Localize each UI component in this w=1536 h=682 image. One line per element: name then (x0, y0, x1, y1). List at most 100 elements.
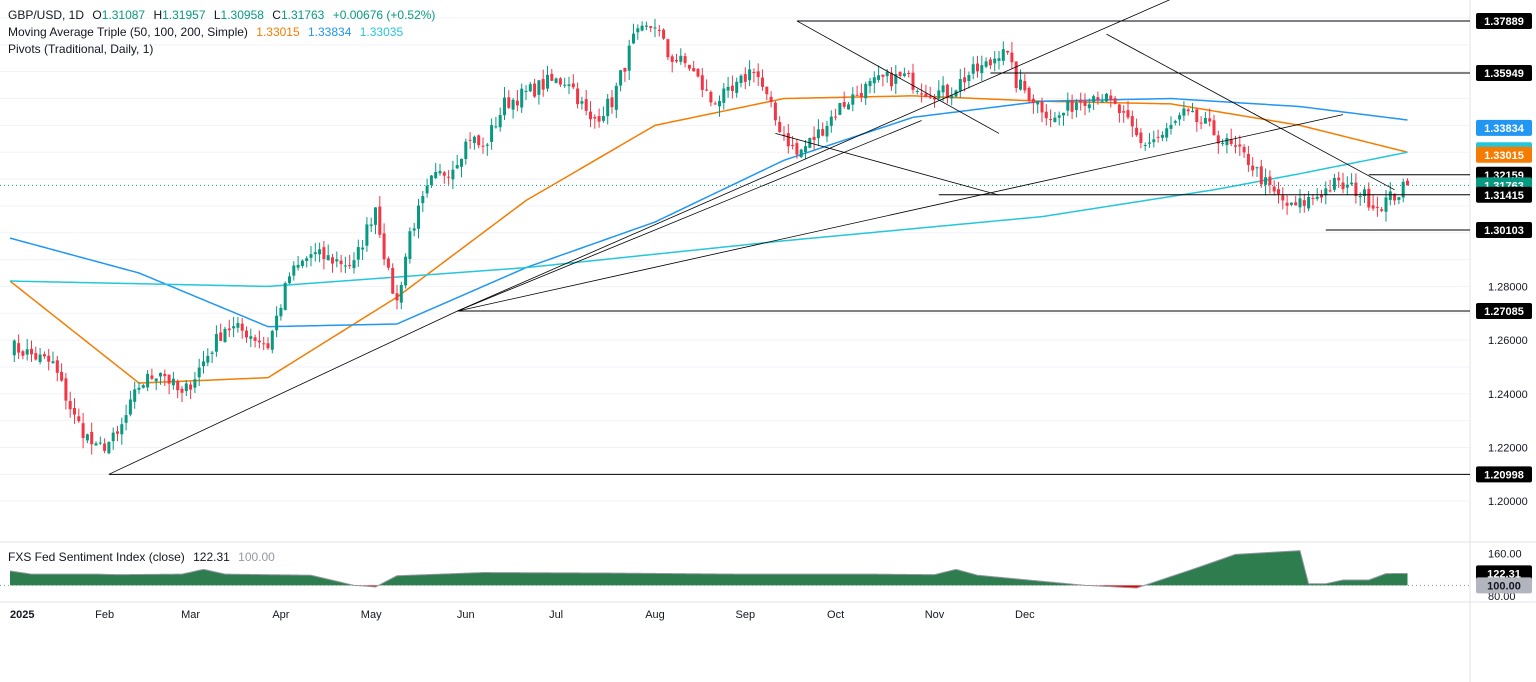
candle-body (623, 67, 627, 72)
candle-body (378, 206, 382, 235)
price-axis[interactable]: 80.00 160.00 1.20000 1.22000 1.24000 1.26000 1… (1476, 12, 1532, 603)
candle-body (124, 415, 128, 423)
ma-legend: Moving Average Triple (50, 100, 200, Sim… (8, 25, 408, 39)
candle-body (511, 99, 515, 110)
candle-body (266, 343, 270, 349)
candle-body (1117, 104, 1121, 113)
candle-body (223, 328, 227, 343)
candle-body (51, 361, 55, 364)
candle-body (829, 116, 833, 126)
time-label: Sep (736, 609, 756, 621)
candle-body (98, 442, 102, 444)
time-label: May (361, 609, 382, 621)
candle-body (945, 84, 949, 99)
time-label: Jul (549, 609, 563, 621)
candle-body (227, 328, 231, 331)
candle-body (730, 85, 734, 92)
candle-body (343, 265, 347, 267)
candle-body (1289, 202, 1293, 205)
candle-body (1109, 95, 1113, 100)
candle-body (890, 72, 893, 87)
candle-body (683, 56, 687, 64)
candle-body (361, 247, 365, 250)
candle-body (541, 79, 545, 90)
candle-body (632, 33, 635, 44)
candle-body (868, 80, 872, 87)
candle-body (976, 63, 979, 72)
price-tag (1476, 466, 1532, 483)
ohlc-high: H1.31957 (153, 8, 206, 22)
candle-body (743, 74, 747, 82)
candle-body (1328, 190, 1332, 192)
candle-body (963, 77, 967, 83)
candle-body (498, 115, 502, 128)
candle-body (1285, 202, 1289, 206)
candle-body (1191, 111, 1194, 113)
ohlc-change: +0.00676 (+0.52%) (332, 8, 436, 22)
candle-body (756, 71, 760, 78)
candle-body (679, 55, 683, 62)
candle-body (769, 96, 773, 103)
candle-body (64, 378, 68, 401)
candle-body (296, 264, 300, 268)
candle-body (219, 332, 223, 341)
candle-body (967, 75, 971, 81)
sentiment-area (0, 550, 1470, 589)
candle-body (1040, 101, 1044, 113)
candle-body (490, 125, 494, 142)
ma50-value: 1.33015 (256, 25, 300, 39)
candle-body (838, 102, 842, 115)
candle-body (795, 143, 799, 155)
candle-body (128, 399, 132, 415)
candle-body (821, 129, 825, 136)
price-tick: 1.26000 (1488, 335, 1528, 347)
candle-body (477, 135, 481, 146)
trendlines (0, 0, 1470, 475)
candle-body (1264, 177, 1268, 185)
candle-body (804, 146, 807, 153)
candle-body (610, 97, 614, 108)
candle-body (270, 331, 274, 350)
candle-body (885, 71, 889, 77)
candle-body (554, 78, 558, 83)
candle-body (1062, 112, 1065, 116)
indicator-legend: FXS Fed Sentiment Index (close) 122.31 1… (8, 550, 280, 564)
candle-body (1182, 108, 1186, 116)
price-tag-label: 1.30103 (1484, 225, 1524, 237)
candle-body (834, 116, 838, 118)
candle-body (571, 83, 575, 88)
candle-body (627, 45, 631, 71)
candle-body (356, 247, 360, 260)
candle-body (1212, 120, 1216, 136)
indicator-value: 122.31 (193, 550, 230, 564)
candle-body (1315, 196, 1319, 199)
candle-body (606, 98, 610, 117)
price-tick: 1.24000 (1488, 389, 1528, 401)
candle-body (503, 97, 506, 116)
candle-body (1203, 118, 1207, 124)
ma100-value: 1.33834 (308, 25, 352, 39)
candle-body (700, 75, 704, 90)
candle-body (1066, 100, 1070, 111)
candle-body (425, 185, 429, 194)
candle-body (1031, 98, 1035, 104)
candle-body (1057, 115, 1061, 118)
candle-body (937, 90, 941, 99)
candle-body (640, 25, 644, 31)
candle-body (300, 260, 304, 266)
candle-body (313, 252, 317, 255)
candle-body (778, 121, 782, 133)
pivots-legend: Pivots (Traditional, Daily, 1) (8, 42, 158, 56)
candle-body (232, 326, 236, 329)
candle-body (864, 83, 868, 99)
candle-body (305, 258, 309, 261)
candle-body (958, 79, 962, 91)
candle-body (236, 323, 240, 328)
time-axis[interactable]: 2025 Feb Mar Apr May Jun Jul Aug Sep Oct Nov Dec (10, 609, 1035, 621)
candle-body (666, 39, 670, 58)
candle-body (924, 93, 928, 97)
indicator-tag (1476, 577, 1532, 594)
candle-body (1036, 101, 1040, 105)
candle-body (872, 77, 876, 84)
